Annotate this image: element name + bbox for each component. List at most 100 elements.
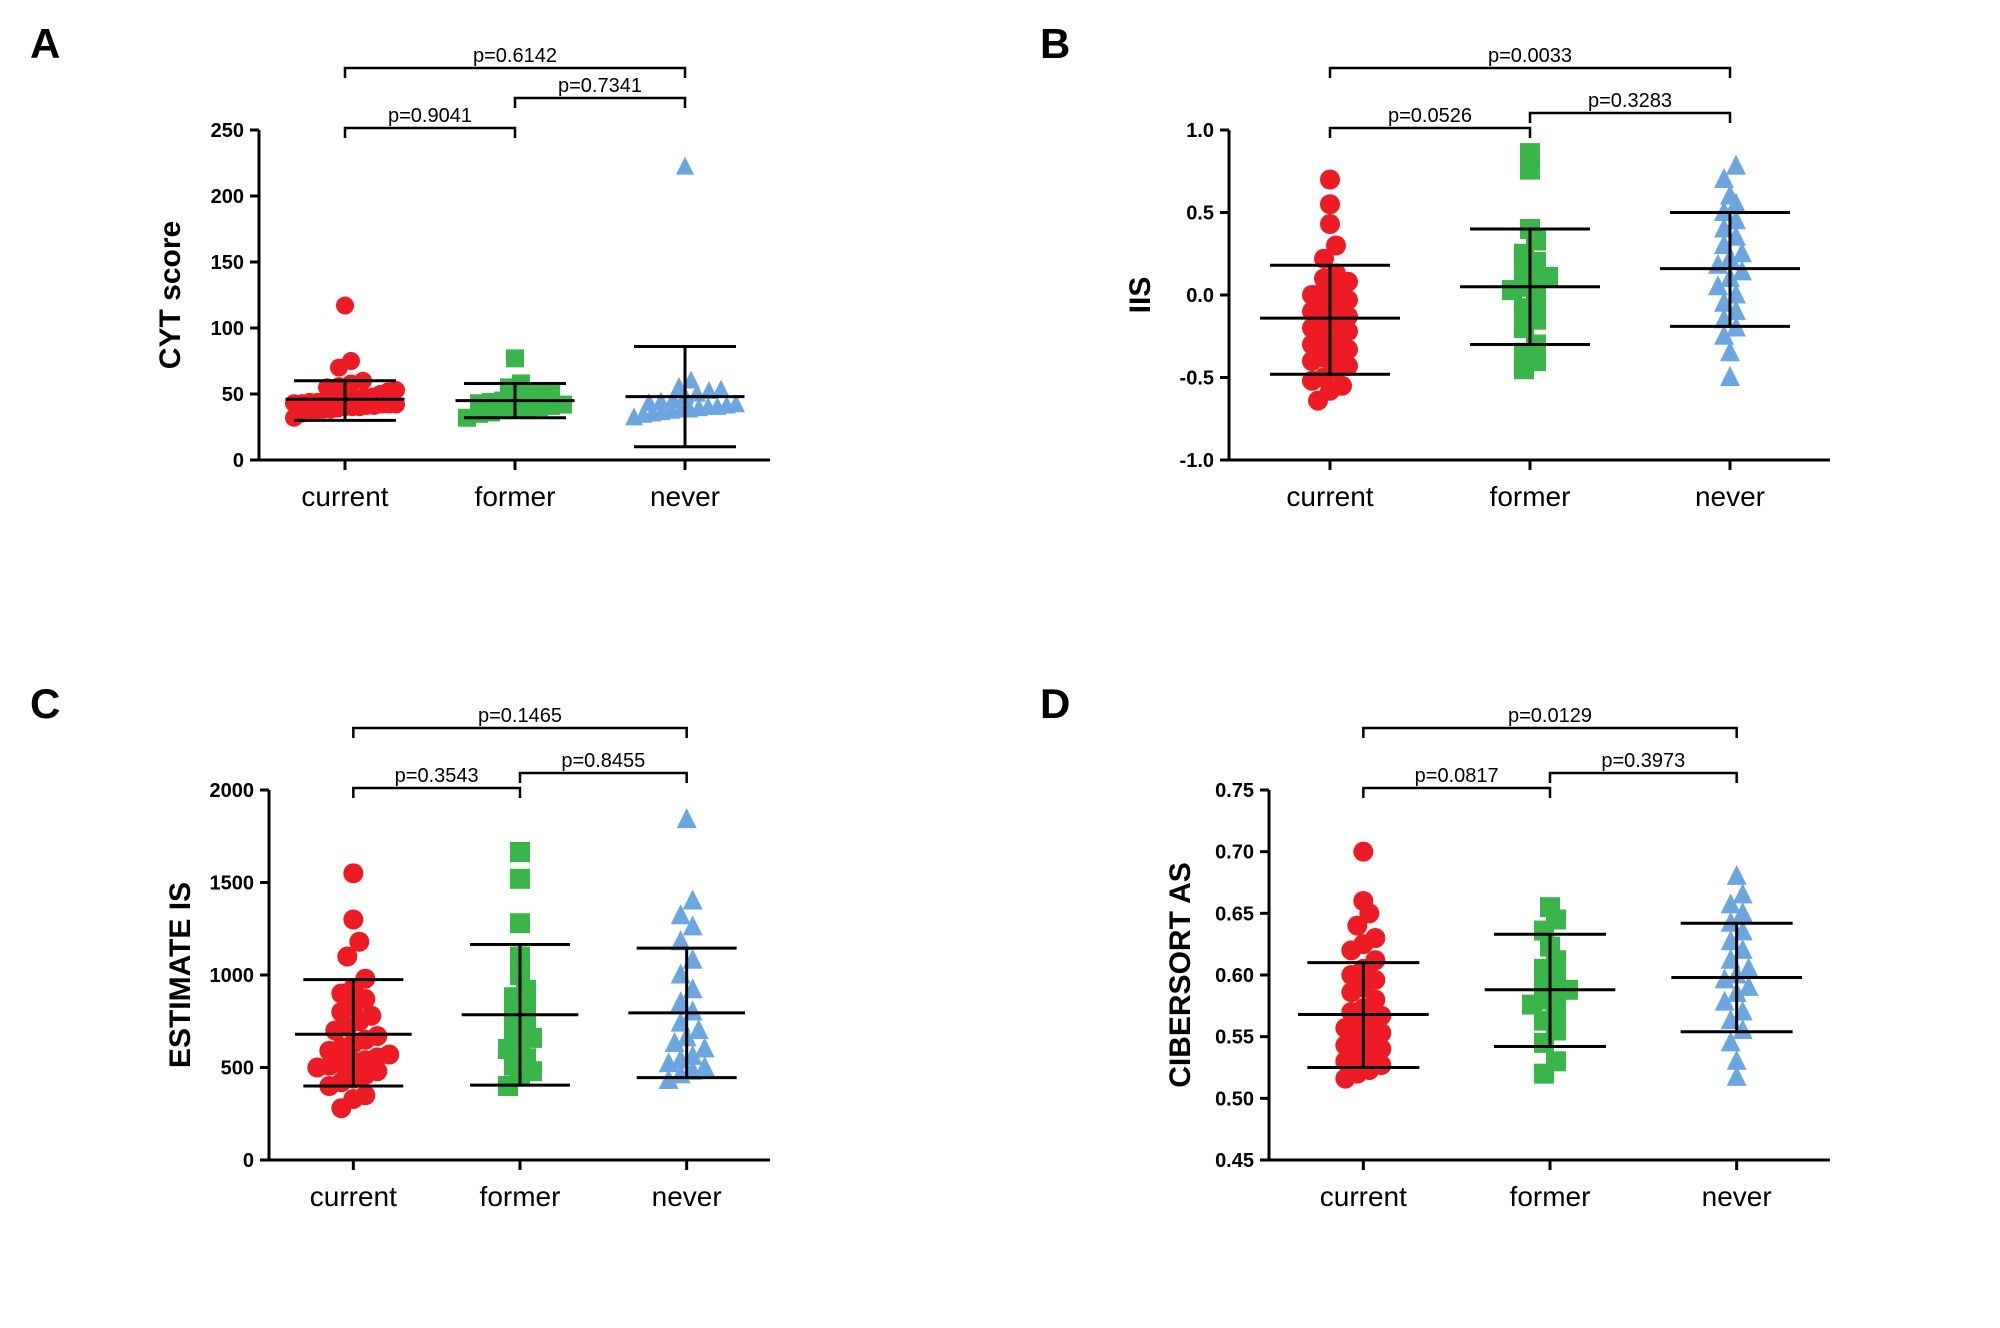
ytick-label: 100: [211, 318, 244, 340]
ytick-label: 0.55: [1215, 1027, 1254, 1049]
y-axis-title: CYT score: [154, 221, 187, 369]
significance-bracket: [353, 728, 686, 738]
data-point: [1727, 1050, 1747, 1070]
data-point: [1726, 155, 1746, 175]
ytick-label: -1.0: [1180, 450, 1214, 472]
data-point: [1520, 143, 1540, 163]
data-point: [676, 157, 694, 175]
ytick-label: 2000: [210, 780, 255, 802]
category-label: current: [301, 481, 388, 512]
significance-bracket: [353, 788, 520, 798]
data-point: [367, 1026, 387, 1046]
data-point: [343, 910, 363, 930]
category-label: never: [1695, 481, 1765, 512]
panel-label-D: D: [1040, 680, 1070, 728]
y-axis-title: IIS: [1124, 277, 1157, 314]
p-value-label: p=0.0129: [1508, 705, 1592, 727]
ytick-label: 200: [211, 186, 244, 208]
ytick-label: 1000: [210, 965, 255, 987]
data-point: [1320, 194, 1340, 214]
data-point: [1739, 957, 1759, 977]
ytick-label: 0.60: [1215, 965, 1254, 987]
ytick-label: 0.0: [1186, 285, 1214, 307]
panel-label-C: C: [30, 680, 60, 728]
category-label: current: [310, 1181, 397, 1212]
significance-bracket: [1550, 773, 1737, 783]
data-point: [1326, 236, 1346, 256]
category-label: former: [1510, 1181, 1591, 1212]
p-value-label: p=0.8455: [561, 750, 645, 772]
significance-bracket: [345, 128, 515, 138]
p-value-label: p=0.0033: [1488, 45, 1572, 67]
significance-bracket: [1363, 728, 1736, 738]
panel-label-A: A: [30, 20, 60, 68]
data-point: [1365, 928, 1385, 948]
data-point: [542, 382, 560, 400]
data-point: [1733, 883, 1753, 903]
ytick-label: 50: [222, 384, 244, 406]
significance-bracket: [1330, 68, 1730, 78]
category-label: never: [650, 481, 720, 512]
panel-C: 0 500 1000 1500 2000 ESTIMATE IS current former…: [100, 700, 850, 1290]
data-point: [677, 808, 697, 828]
data-point: [336, 297, 354, 315]
y-axis-title: ESTIMATE IS: [164, 882, 197, 1068]
data-point: [349, 932, 369, 952]
category-label: former: [480, 1181, 561, 1212]
significance-bracket: [515, 98, 685, 108]
data-point: [1546, 1051, 1566, 1071]
data-point: [1353, 891, 1373, 911]
ytick-label: 1.0: [1186, 120, 1214, 142]
significance-bracket: [1330, 128, 1530, 138]
data-point: [510, 842, 530, 862]
data-point: [510, 869, 530, 889]
data-point: [355, 1085, 375, 1105]
data-point: [1727, 865, 1747, 885]
panel-D: 0.45 0.50 0.55 0.60 0.65 0.70 0.75 CIBERSORT AS…: [1100, 700, 1920, 1290]
ytick-label: 0.5: [1186, 203, 1214, 225]
data-point: [712, 380, 730, 398]
category-label: current: [1320, 1181, 1407, 1212]
ytick-label: 0.65: [1215, 903, 1254, 925]
data-point: [1353, 842, 1373, 862]
significance-bracket: [1363, 788, 1550, 798]
data-point: [387, 381, 405, 399]
data-point: [1540, 897, 1560, 917]
p-value-label: p=0.0526: [1388, 105, 1472, 127]
ytick-label: 0: [233, 450, 244, 472]
data-point: [1320, 214, 1340, 234]
ytick-label: 1500: [210, 873, 255, 895]
data-point: [1365, 950, 1385, 970]
data-point: [379, 1045, 399, 1065]
p-value-label: p=0.1465: [478, 705, 562, 727]
ytick-label: 0.50: [1215, 1088, 1254, 1110]
significance-bracket: [1530, 113, 1730, 123]
ytick-label: 0: [243, 1150, 254, 1172]
category-label: never: [652, 1181, 722, 1212]
ytick-label: 0.45: [1215, 1150, 1254, 1172]
data-point: [689, 1019, 709, 1039]
data-point: [342, 352, 360, 370]
category-label: current: [1286, 481, 1373, 512]
ytick-label: 500: [221, 1058, 254, 1080]
data-point: [683, 890, 703, 910]
ytick-label: 0.75: [1215, 780, 1254, 802]
data-point: [1320, 170, 1340, 190]
p-value-label: p=0.6142: [473, 45, 557, 67]
panel-label-B: B: [1040, 20, 1070, 68]
data-point: [1720, 366, 1740, 386]
p-value-label: p=0.3973: [1601, 750, 1685, 772]
data-point: [506, 349, 524, 367]
ytick-label: 0.70: [1215, 842, 1254, 864]
y-axis-title: CIBERSORT AS: [1164, 862, 1197, 1088]
p-value-label: p=0.7341: [558, 75, 642, 97]
ytick-label: -0.5: [1180, 368, 1214, 390]
category-label: former: [1490, 481, 1571, 512]
figure: A050100150200250CYT scorecurrentformerne…: [0, 0, 2000, 1328]
data-point: [695, 1038, 715, 1058]
significance-bracket: [520, 773, 687, 783]
p-value-label: p=0.3283: [1588, 90, 1672, 112]
p-value-label: p=0.9041: [388, 105, 472, 127]
data-point: [510, 913, 530, 933]
panel-B: -1.0 -0.5 0.0 0.5 1.0 IIS current former never p=…: [1100, 40, 1920, 600]
